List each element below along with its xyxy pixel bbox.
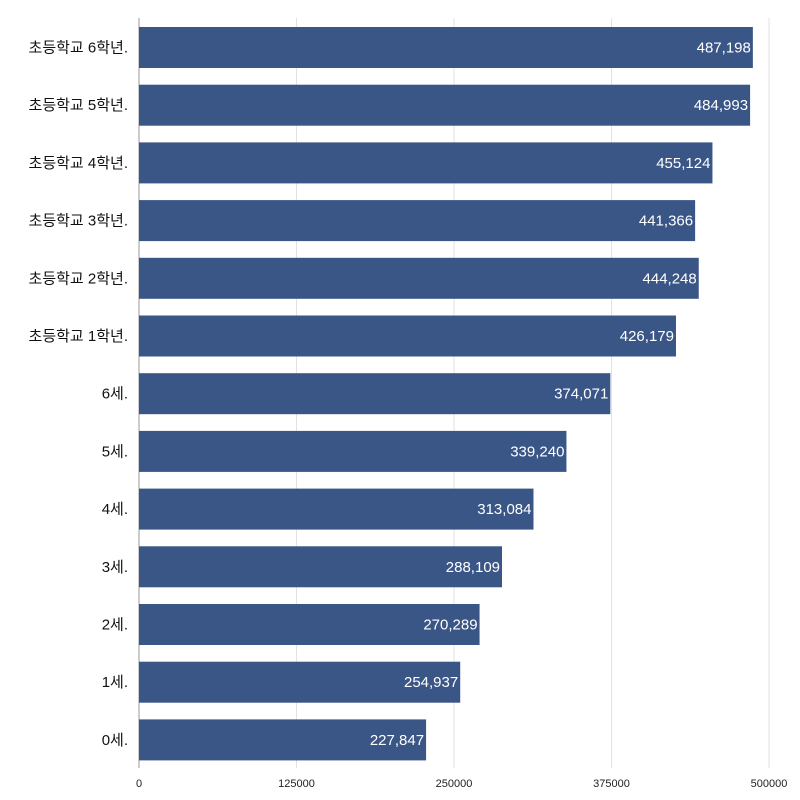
data-label: 288,109 [446, 559, 500, 576]
data-label: 339,240 [510, 443, 564, 460]
data-label: 441,366 [639, 213, 693, 230]
x-tick-label: 0 [136, 778, 142, 790]
category-label: 2세. [102, 617, 128, 634]
data-label: 374,071 [554, 386, 608, 403]
bar [139, 604, 480, 645]
category-label: 6세. [102, 386, 128, 403]
data-label: 270,289 [423, 617, 477, 634]
category-label: 1세. [102, 674, 128, 691]
data-label: 455,124 [656, 155, 710, 172]
bar [139, 200, 696, 242]
category-label: 초등학교 5학년. [29, 97, 128, 114]
data-label: 254,937 [404, 674, 458, 691]
category-label: 5세. [102, 443, 128, 460]
bar [139, 488, 534, 530]
bar [139, 430, 567, 472]
x-tick-label: 500000 [751, 778, 788, 790]
x-tick-label: 250000 [436, 778, 473, 790]
data-label: 313,084 [477, 501, 531, 518]
x-tick-label: 125000 [278, 778, 315, 790]
bar [139, 546, 503, 588]
bar [139, 661, 461, 703]
data-label: 444,248 [643, 270, 697, 287]
category-label: 초등학교 2학년. [29, 270, 128, 287]
category-label: 0세. [102, 732, 128, 749]
category-label: 초등학교 4학년. [29, 155, 128, 172]
category-label: 초등학교 1학년. [29, 328, 128, 345]
category-label: 4세. [102, 501, 128, 518]
bar [139, 257, 699, 299]
bar [139, 373, 611, 415]
category-label: 초등학교 3학년. [29, 213, 128, 230]
x-tick-label: 375000 [593, 778, 630, 790]
bar [139, 84, 751, 126]
bar [139, 142, 713, 184]
category-label: 초등학교 6학년. [29, 40, 128, 57]
data-label: 487,198 [697, 40, 751, 57]
data-label: 227,847 [370, 732, 424, 749]
category-label: 3세. [102, 559, 128, 576]
bar [139, 719, 427, 761]
bar [139, 27, 753, 68]
data-label: 484,993 [694, 97, 748, 114]
data-label: 426,179 [620, 328, 674, 345]
bar [139, 315, 676, 357]
